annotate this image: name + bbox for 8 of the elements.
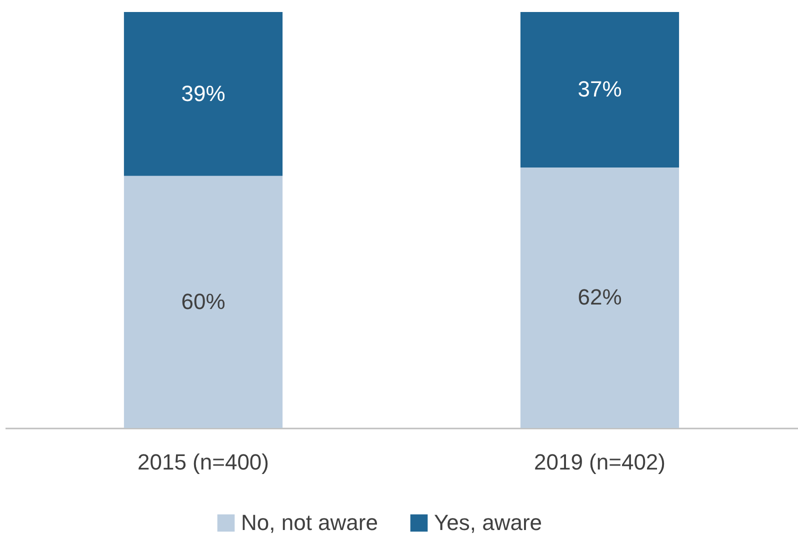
legend-label: No, not aware — [241, 510, 378, 535]
x-tick-label: 2015 (n=400) — [138, 450, 269, 474]
data-label: 37% — [578, 76, 622, 102]
data-label: 60% — [181, 288, 226, 314]
legend-label: Yes, aware — [434, 510, 542, 535]
data-label: 39% — [181, 80, 226, 106]
data-label: 62% — [578, 284, 622, 310]
x-tick-label: 2019 (n=402) — [534, 450, 666, 474]
